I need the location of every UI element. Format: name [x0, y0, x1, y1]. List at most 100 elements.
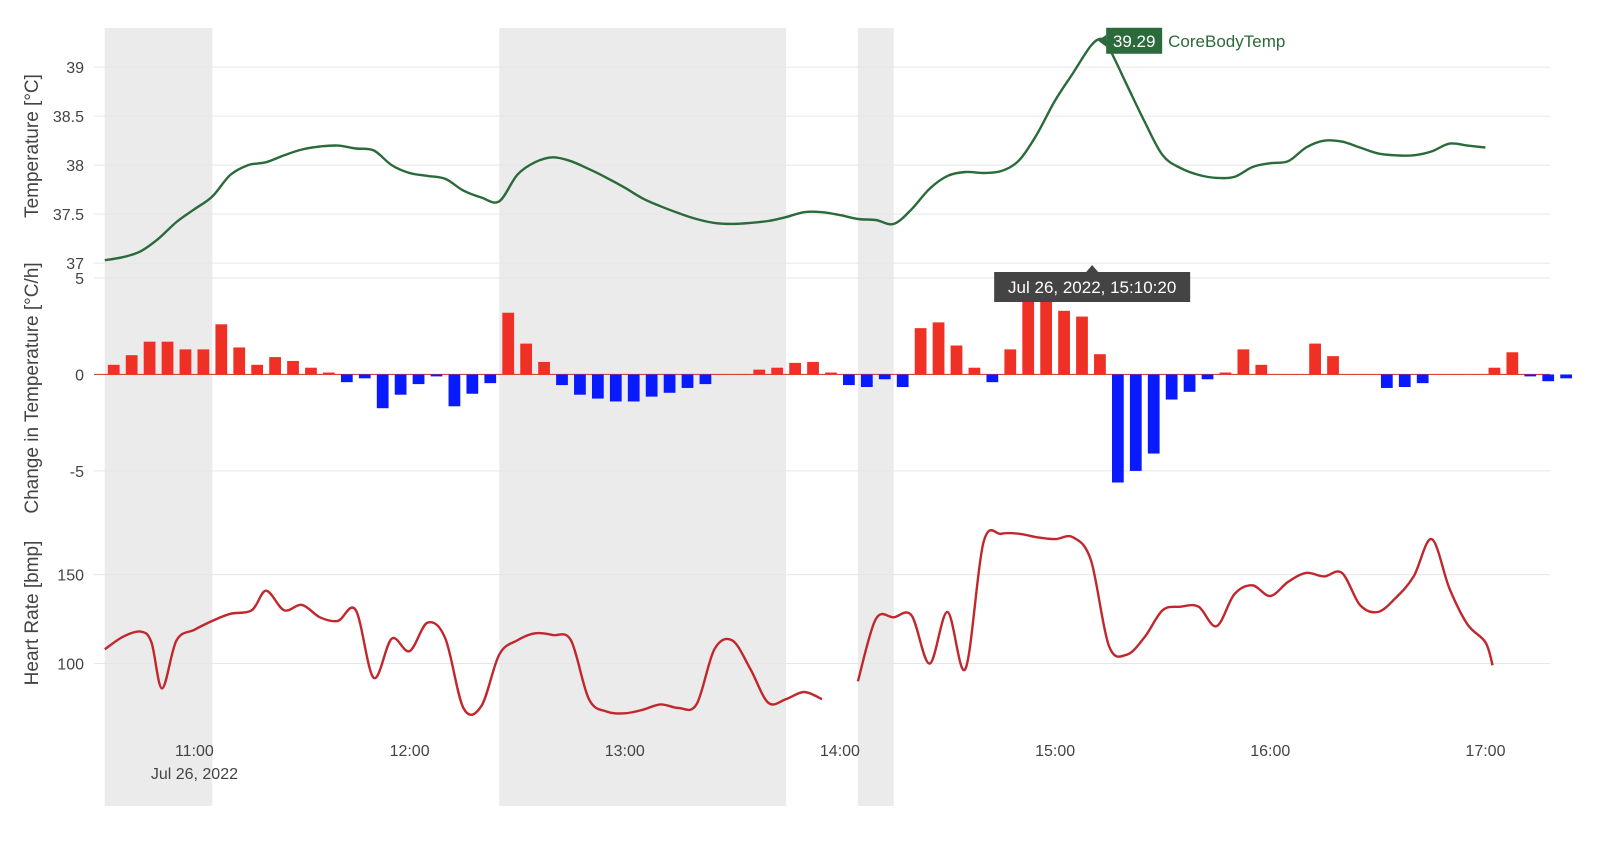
change-bar	[1542, 374, 1555, 382]
hover-value-pointer	[1098, 34, 1107, 47]
change-bar	[574, 374, 586, 395]
change-bar	[1560, 374, 1573, 379]
change-bar	[1147, 374, 1160, 454]
change-bar	[1363, 374, 1375, 375]
hover-series-name: CoreBodyTemp	[1168, 32, 1285, 51]
change-bar	[1452, 374, 1465, 375]
change-bar	[466, 374, 479, 394]
change-bar	[358, 374, 371, 379]
change-bar	[1076, 316, 1088, 375]
change-bar	[896, 374, 909, 387]
change-bar	[520, 343, 533, 375]
change-bar	[161, 341, 174, 375]
change-bar	[1004, 349, 1017, 375]
change-bar	[1040, 301, 1053, 375]
change-bar	[1398, 374, 1411, 387]
change-bar	[251, 364, 264, 375]
change-bar	[269, 357, 281, 375]
change-bar	[699, 374, 712, 385]
change-bar	[986, 374, 999, 383]
shaded-period	[104, 28, 213, 806]
hover-x-pointer	[1086, 265, 1099, 272]
change-bar	[843, 374, 855, 386]
change-bar	[1470, 374, 1483, 375]
x-tick-label: 12:00	[390, 743, 430, 760]
y-tick-change: 0	[75, 367, 84, 384]
change-bar	[1219, 372, 1232, 375]
y-tick-change: -5	[70, 464, 84, 481]
change-bar	[1488, 367, 1501, 375]
hover-x-box	[994, 272, 1191, 302]
change-bar	[627, 374, 640, 402]
change-bar	[825, 372, 837, 375]
change-bar	[556, 374, 568, 386]
hover-value-box	[1106, 27, 1163, 54]
x-tick-label: 14:00	[820, 743, 860, 760]
y-axis-titles: Temperature [°C] Change in Temperature [°…	[22, 74, 43, 685]
change-bar	[771, 367, 784, 375]
y-axis-title-temperature: Temperature [°C]	[22, 74, 43, 218]
y-axis-title-change: Change in Temperature [°C/h]	[22, 262, 43, 513]
y-tick-temperature: 37	[66, 256, 84, 273]
change-bar	[1273, 374, 1286, 375]
change-bar	[1183, 374, 1196, 392]
change-bar	[448, 374, 461, 407]
change-bar	[663, 374, 676, 393]
change-bar	[502, 312, 515, 375]
y-tick-temperature: 39	[66, 60, 84, 77]
change-bar	[287, 360, 299, 375]
change-bar	[1309, 343, 1321, 375]
x-tick-label: 15:00	[1035, 743, 1075, 760]
change-bar	[1111, 374, 1124, 483]
x-tick-label: 16:00	[1250, 743, 1290, 760]
change-bar	[484, 374, 497, 384]
x-date-label: Jul 26, 2022	[151, 766, 238, 783]
change-bar	[591, 374, 604, 399]
change-bar	[1129, 374, 1142, 471]
heart-rate-line	[104, 589, 823, 716]
change-bar	[107, 364, 120, 375]
hover-value-label: 39.29	[1113, 32, 1156, 51]
change-bar	[1058, 310, 1070, 375]
change-bar	[1094, 354, 1106, 375]
hover-annotations: 39.29 CoreBodyTemp Jul 26, 2022, 15:10:20	[994, 27, 1285, 302]
y-tick-heart_rate: 100	[57, 657, 84, 674]
series-lines	[104, 37, 1494, 716]
change-bar	[1237, 349, 1250, 375]
y-axis-title-heart_rate: Heart Rate [bmp]	[22, 541, 43, 686]
change-bar	[197, 349, 210, 375]
change-bar	[1022, 301, 1035, 375]
change-bar	[1416, 374, 1429, 384]
hover-x-label: Jul 26, 2022, 15:10:20	[1008, 278, 1176, 297]
change-bar	[412, 374, 425, 385]
change-bar	[1291, 374, 1304, 375]
y-tick-temperature: 38.5	[53, 109, 84, 126]
change-bar	[143, 341, 156, 375]
shaded-period	[499, 28, 787, 806]
change-bar	[1201, 374, 1214, 380]
change-bar	[305, 367, 317, 375]
y-tick-heart_rate: 150	[57, 568, 84, 585]
change-bar	[878, 374, 891, 380]
heart-rate-line	[856, 529, 1494, 682]
change-bar	[681, 374, 694, 388]
change-bar	[1506, 352, 1519, 375]
shaded-periods	[104, 28, 894, 806]
change-bar	[609, 374, 622, 402]
change-bar	[860, 374, 873, 387]
x-tick-label: 17:00	[1465, 743, 1505, 760]
change-bar	[538, 361, 550, 375]
change-bar	[932, 322, 945, 375]
change-bar	[645, 374, 658, 397]
change-bar	[179, 349, 192, 375]
change-bar	[914, 328, 927, 375]
change-bar	[1255, 364, 1268, 375]
change-bar	[340, 374, 353, 383]
change-bars	[107, 301, 1573, 483]
change-bar	[1434, 374, 1447, 375]
y-tick-labels: 37 37.5 38 38.5 39 -5 0 5 100 150	[53, 60, 84, 673]
change-bar	[735, 374, 748, 375]
change-bar	[233, 347, 246, 375]
change-bar	[430, 374, 443, 377]
